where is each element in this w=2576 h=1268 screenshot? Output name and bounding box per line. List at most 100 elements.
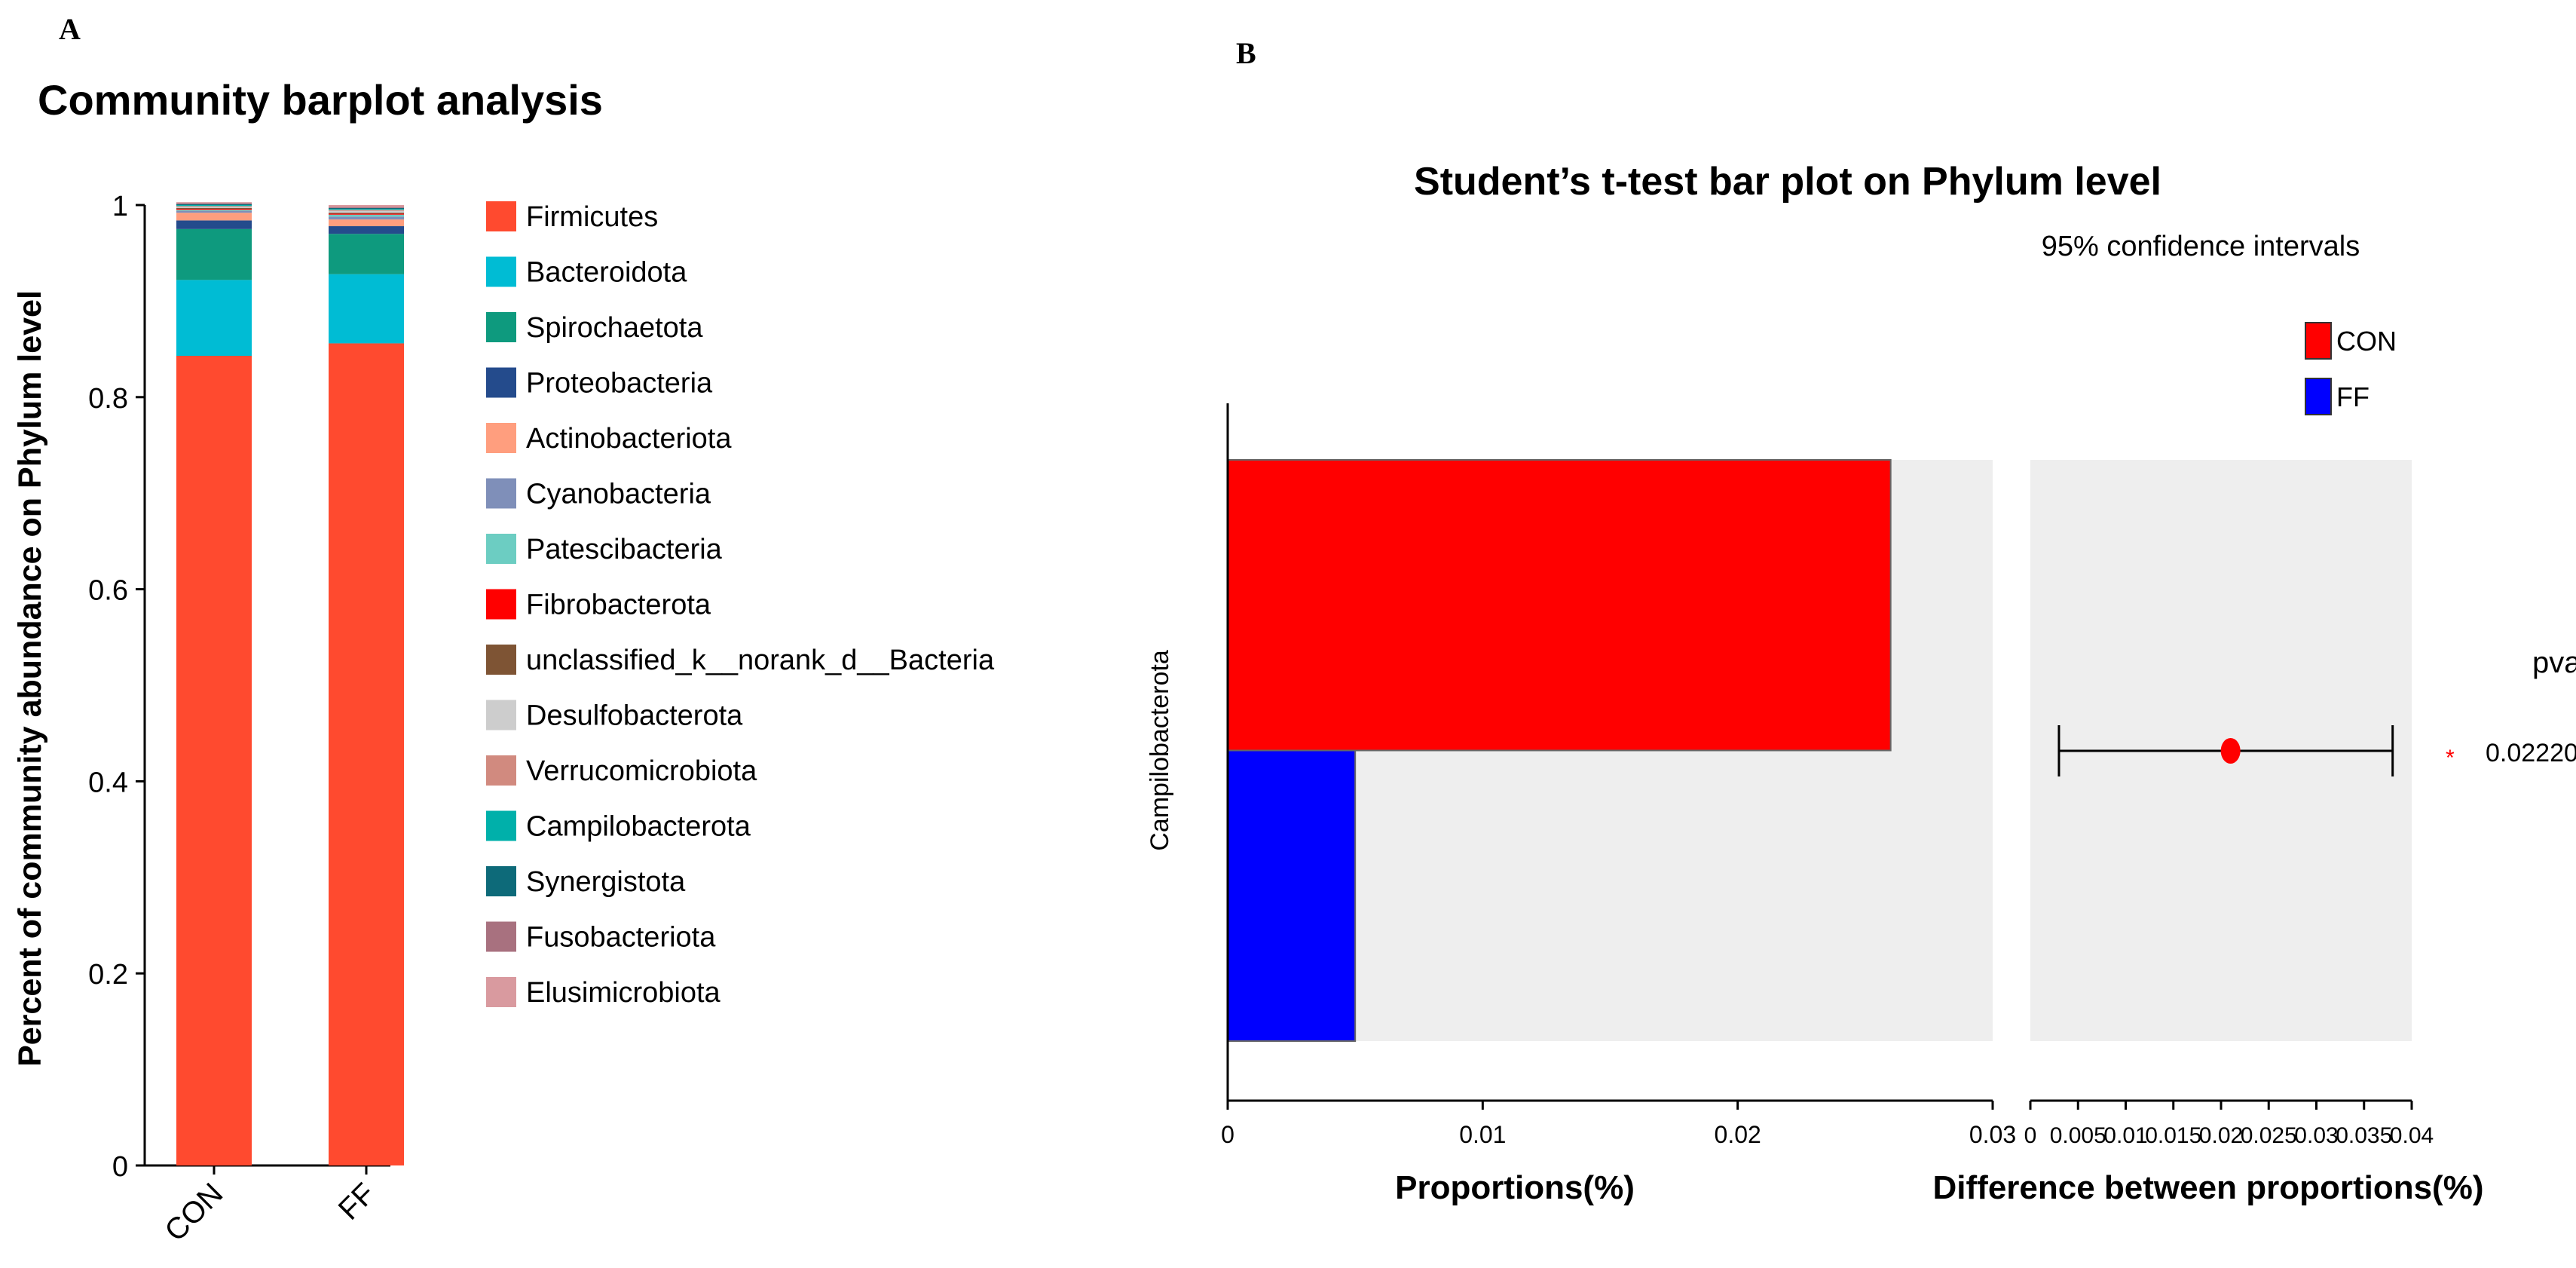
stacked-bar-segment — [329, 214, 404, 217]
t-test-subtitle: 95% confidence intervals — [2042, 231, 2360, 262]
stacked-bar-segment — [329, 343, 404, 1165]
legend-swatch — [486, 534, 516, 564]
stacked-bar-segment — [329, 226, 404, 234]
stacked-bar-segment — [176, 209, 252, 210]
stacked-bar-segment — [329, 274, 404, 344]
legend-swatch — [2305, 322, 2332, 360]
legend-swatch — [486, 312, 516, 342]
community-y-tick-label: 0.2 — [88, 959, 128, 991]
t-test-legend: CON FF — [2305, 322, 2397, 415]
stacked-bar-segment — [329, 207, 404, 208]
legend-swatch — [486, 866, 516, 896]
legend-entry: FF — [2336, 381, 2369, 412]
panel-a-label: A — [59, 12, 81, 46]
stacked-bar-segment — [176, 207, 252, 210]
legend-swatch — [2305, 378, 2332, 415]
legend-entry: Elusimicrobiota — [526, 977, 721, 1009]
community-legend: Firmicutes Bacteroidota Spirochaetota Prote… — [486, 201, 995, 1009]
stacked-bar-segment — [329, 213, 404, 215]
difference-x-axis-label: Difference between proportions(%) — [1933, 1169, 2484, 1206]
stacked-bar-segment — [329, 209, 404, 210]
community-y-tick-label: 0.6 — [88, 575, 128, 607]
difference-x-tick-label: 0.035 — [2336, 1123, 2392, 1148]
legend-swatch — [486, 810, 516, 841]
t-test-title: Student’s t-test bar plot on Phylum leve… — [1414, 160, 2161, 204]
legend-entry: unclassified_k__norank_d__Bacteria — [526, 645, 995, 676]
community-stacked-bars — [176, 202, 404, 1165]
stacked-bar-segment — [176, 203, 252, 204]
difference-x-tick-label: 0 — [2024, 1123, 2037, 1148]
community-x-tick-label: FF — [332, 1177, 382, 1227]
legend-swatch — [486, 645, 516, 675]
difference-x-tick-label: 0.01 — [2103, 1123, 2147, 1148]
legend-entry: Actinobacteriota — [526, 423, 732, 455]
legend-swatch — [486, 201, 516, 231]
legend-entry: CON — [2336, 326, 2397, 357]
panel-b-label: B — [1236, 36, 1256, 70]
legend-swatch — [486, 700, 516, 730]
pvalue-value: 0.02220 — [2486, 739, 2576, 767]
legend-entry: Cyanobacteria — [526, 479, 711, 510]
stacked-bar-segment — [176, 213, 252, 221]
difference-x-tick-label: 0.03 — [2294, 1123, 2338, 1148]
pvalue-header: pvalue — [2532, 646, 2576, 679]
stacked-bar-segment — [176, 202, 252, 204]
community-y-tick-label: 1 — [112, 191, 128, 222]
difference-x-tick-label: 0.04 — [2390, 1123, 2434, 1148]
legend-swatch — [486, 478, 516, 509]
difference-estimate-point — [2220, 738, 2241, 764]
legend-entry: Spirochaetota — [526, 312, 703, 344]
stacked-bar-segment — [176, 204, 252, 205]
stacked-bar-segment — [176, 356, 252, 1165]
stacked-bar-segment — [329, 216, 404, 220]
community-chart-title: Community barplot analysis — [38, 76, 603, 124]
legend-swatch — [486, 423, 516, 453]
community-y-axis-label: Percent of community abundance on Phylum… — [12, 290, 48, 1067]
proportion-bar — [1227, 749, 1357, 1042]
community-y-tick-label: 0.8 — [88, 383, 128, 415]
legend-entry: Campilobacterota — [526, 811, 751, 843]
proportions-x-tick-label: 0.03 — [1969, 1121, 2016, 1148]
pvalue-star: * — [2446, 746, 2455, 770]
legend-entry: Fibrobacterota — [526, 590, 711, 621]
legend-swatch — [486, 921, 516, 952]
stacked-bar-segment — [329, 234, 404, 274]
community-y-tick-label: 0 — [112, 1151, 128, 1183]
legend-swatch — [486, 256, 516, 287]
legend-swatch — [486, 589, 516, 620]
stacked-bar-segment — [329, 205, 404, 207]
legend-entry: Patescibacteria — [526, 534, 723, 565]
stacked-bar-segment — [329, 219, 404, 227]
community-axes: 0 0.2 0.4 0.6 0.8 1 — [88, 191, 390, 1183]
proportions-x-tick-label: 0.01 — [1459, 1121, 1506, 1148]
stacked-bar-segment — [176, 205, 252, 207]
legend-entry: Proteobacteria — [526, 368, 713, 400]
legend-swatch — [486, 977, 516, 1007]
stacked-bar-segment — [176, 280, 252, 357]
legend-entry: Firmicutes — [526, 201, 658, 233]
stacked-bar-segment — [176, 210, 252, 213]
legend-swatch — [486, 755, 516, 786]
difference-x-tick-label: 0.02 — [2199, 1123, 2243, 1148]
community-barplot: Community barplot analysis Percent of co… — [12, 76, 995, 1248]
community-x-tick-labels: CON FF — [158, 1177, 381, 1248]
proportion-bar — [1227, 459, 1892, 752]
stacked-bar-segment — [329, 207, 404, 210]
t-test-plot: Student’s t-test bar plot on Phylum leve… — [1146, 160, 2576, 1206]
stacked-bar-segment — [176, 228, 252, 280]
legend-swatch — [486, 367, 516, 398]
difference-x-tick-label: 0.025 — [2241, 1123, 2297, 1148]
legend-entry: Verrucomicrobiota — [526, 755, 757, 787]
stacked-bar-segment — [176, 220, 252, 229]
stacked-bar-segment — [329, 210, 404, 213]
proportions-x-tick-label: 0.02 — [1715, 1121, 1761, 1148]
community-x-tick-label: CON — [158, 1177, 229, 1248]
proportions-subplot: 0 0.01 0.02 0.03 Campilobacterota — [1146, 403, 2016, 1148]
stacked-bar-segment — [176, 206, 252, 207]
legend-entry: Bacteroidota — [526, 257, 687, 289]
legend-entry: Synergistota — [526, 866, 686, 898]
community-y-tick-label: 0.4 — [88, 767, 128, 798]
category-label: Campilobacterota — [1146, 650, 1174, 851]
stacked-bar-segment — [176, 207, 252, 208]
